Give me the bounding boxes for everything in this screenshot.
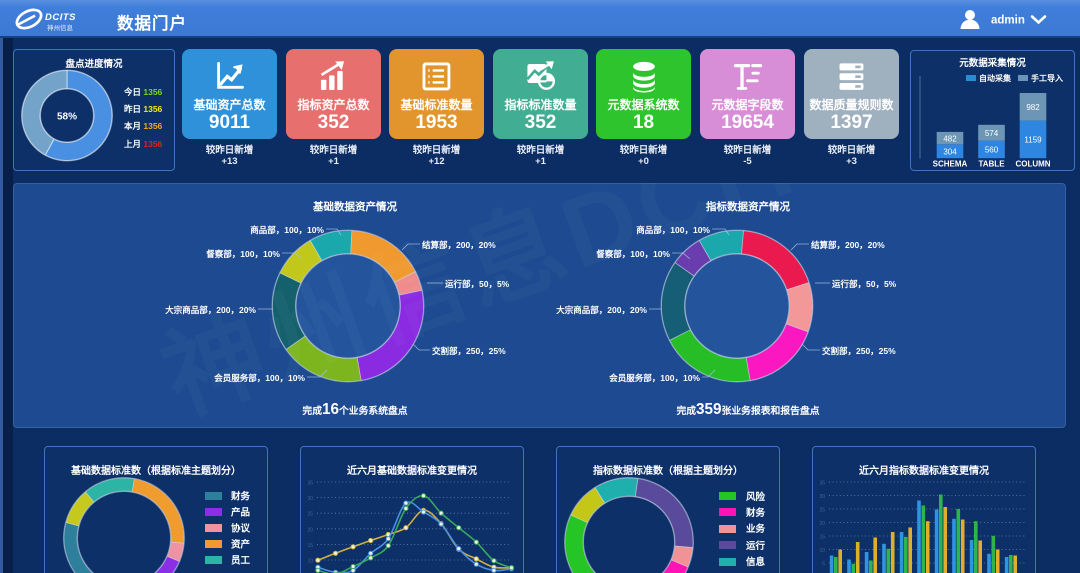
svg-text:35: 35 [307, 481, 313, 487]
svg-text:交割部，250，25%: 交割部，250，25% [432, 346, 506, 356]
svg-text:30: 30 [819, 494, 825, 500]
svg-text:完成16个业务系统盘点: 完成16个业务系统盘点 [302, 401, 407, 418]
svg-text:574: 574 [985, 129, 999, 138]
svg-text:财务: 财务 [745, 507, 766, 519]
svg-text:会员服务部，100，10%: 会员服务部，100，10% [608, 373, 700, 383]
svg-text:结算部，200，20%: 结算部，200，20% [422, 240, 496, 250]
svg-text:15: 15 [307, 543, 313, 549]
svg-text:20: 20 [819, 521, 825, 527]
svg-text:15: 15 [819, 535, 825, 541]
svg-text:商品部，100，10%: 商品部，100，10% [636, 225, 710, 235]
svg-text:35: 35 [819, 481, 825, 487]
svg-text:25: 25 [819, 508, 825, 514]
svg-text:基础数据资产情况: 基础数据资产情况 [312, 200, 397, 213]
svg-text:1159: 1159 [1024, 136, 1042, 145]
svg-text:大宗商品部，200，20%: 大宗商品部，200，20% [165, 305, 256, 315]
svg-text:大宗商品部，200，20%: 大宗商品部，200，20% [556, 305, 647, 315]
svg-text:督察部，100，10%: 督察部，100，10% [596, 249, 670, 259]
svg-text:SCHEMA: SCHEMA [933, 160, 968, 169]
svg-text:结算部，200，20%: 结算部，200，20% [811, 240, 885, 250]
svg-text:982: 982 [1026, 103, 1040, 112]
svg-text:信息: 信息 [746, 556, 766, 568]
svg-text:员工: 员工 [231, 556, 251, 567]
svg-text:督察部，100，10%: 督察部，100，10% [206, 249, 280, 259]
svg-text:运行部，50，5%: 运行部，50，5% [445, 279, 510, 289]
svg-text:商品部，100，10%: 商品部，100，10% [250, 225, 324, 235]
svg-text:TABLE: TABLE [978, 160, 1005, 169]
svg-text:运行: 运行 [746, 540, 766, 552]
svg-text:风险: 风险 [746, 491, 766, 503]
svg-text:482: 482 [943, 134, 957, 143]
svg-text:自动采集: 自动采集 [979, 73, 1012, 83]
svg-text:10: 10 [307, 559, 313, 565]
svg-text:304: 304 [943, 147, 957, 156]
svg-text:手工导入: 手工导入 [1031, 73, 1063, 83]
svg-text:资产: 资产 [231, 539, 251, 551]
svg-text:会员服务部，100，10%: 会员服务部，100，10% [213, 373, 305, 383]
svg-text:交割部，250，25%: 交割部，250，25% [822, 346, 896, 356]
svg-text:业务: 业务 [746, 523, 766, 535]
svg-text:完成359张业务报表和报告盘点: 完成359张业务报表和报告盘点 [676, 401, 819, 418]
svg-text:COLUMN: COLUMN [1015, 160, 1050, 169]
svg-text:产品: 产品 [231, 507, 250, 519]
svg-text:30: 30 [307, 496, 313, 502]
svg-text:560: 560 [985, 146, 999, 155]
svg-text:20: 20 [307, 527, 313, 533]
svg-text:神州信息: 神州信息 [47, 23, 74, 32]
svg-text:25: 25 [307, 512, 313, 518]
svg-text:admin: admin [991, 15, 1025, 27]
svg-text:指标数据资产情况: 指标数据资产情况 [706, 200, 790, 213]
svg-text:DCITS: DCITS [45, 12, 76, 23]
svg-text:10: 10 [819, 548, 825, 554]
svg-text:运行部，50，5%: 运行部，50，5% [832, 279, 897, 289]
svg-text:财务: 财务 [230, 491, 251, 503]
svg-text:58%: 58% [57, 112, 77, 123]
svg-text:5: 5 [822, 562, 825, 568]
svg-text:协议: 协议 [231, 523, 251, 535]
